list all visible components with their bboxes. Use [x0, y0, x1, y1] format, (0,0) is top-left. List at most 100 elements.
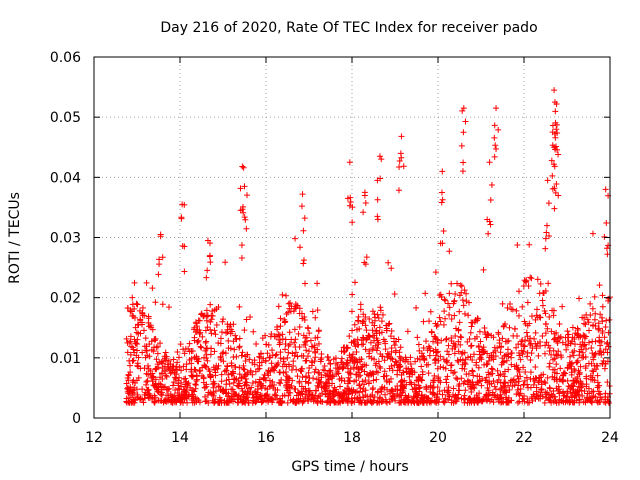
data-point [317, 358, 324, 365]
data-point [332, 355, 339, 362]
data-point [488, 332, 495, 339]
data-point [542, 245, 549, 252]
data-point [543, 320, 550, 327]
data-point [557, 365, 564, 372]
data-point [426, 345, 433, 352]
data-point [546, 360, 553, 367]
data-point [472, 381, 479, 388]
data-point [349, 204, 356, 211]
data-point [459, 349, 466, 356]
data-point [271, 367, 278, 374]
data-point [292, 349, 299, 356]
data-point [359, 318, 366, 325]
data-point [327, 361, 334, 368]
data-point [277, 315, 284, 322]
data-point [269, 352, 276, 359]
data-point [238, 255, 245, 262]
data-point [488, 396, 495, 403]
data-point [360, 318, 367, 325]
data-point [265, 367, 272, 374]
data-point [579, 339, 586, 346]
data-point [153, 365, 160, 372]
data-point [224, 363, 231, 370]
data-point [136, 307, 143, 314]
data-point [430, 379, 437, 386]
data-point [162, 368, 169, 375]
data-point [576, 348, 583, 355]
data-point [596, 337, 603, 344]
data-point [180, 388, 187, 395]
data-point [603, 220, 610, 227]
data-point [421, 356, 428, 363]
data-point [542, 310, 549, 317]
data-point [211, 327, 218, 334]
data-point [585, 396, 592, 403]
data-point [192, 385, 199, 392]
data-point [175, 354, 182, 361]
data-point [213, 305, 220, 312]
data-point [532, 329, 539, 336]
data-point [332, 365, 339, 372]
data-point [529, 345, 536, 352]
data-point [414, 391, 421, 398]
data-point [553, 361, 560, 368]
data-point [211, 399, 218, 406]
data-point [595, 320, 602, 327]
data-point [337, 383, 344, 390]
data-point [392, 347, 399, 354]
data-point [178, 214, 185, 221]
data-point [563, 346, 570, 353]
data-point [236, 344, 243, 351]
data-point [312, 314, 319, 321]
data-point [317, 392, 324, 399]
data-point [562, 370, 569, 377]
data-point [601, 233, 608, 240]
data-point [386, 320, 393, 327]
data-point [414, 334, 421, 341]
data-point [575, 391, 582, 398]
data-point [363, 362, 370, 369]
data-point [459, 297, 466, 304]
data-point [431, 357, 438, 364]
data-point [595, 326, 602, 333]
data-point [544, 222, 551, 229]
data-point [474, 399, 481, 406]
data-point [488, 365, 495, 372]
data-point [127, 333, 134, 340]
data-point [533, 384, 540, 391]
data-point [454, 280, 461, 287]
data-point [549, 172, 556, 179]
data-point [463, 290, 470, 297]
data-point [349, 219, 356, 226]
data-point [346, 333, 353, 340]
data-point [442, 376, 449, 383]
data-point [291, 339, 298, 346]
data-point [277, 355, 284, 362]
data-point [454, 376, 461, 383]
data-point [535, 395, 542, 402]
data-point [242, 358, 249, 365]
data-point [287, 299, 294, 306]
data-point [440, 228, 447, 235]
data-point [273, 351, 280, 358]
data-point [467, 397, 474, 404]
data-point [309, 392, 316, 399]
data-point [482, 331, 489, 338]
x-tick-label: 14 [171, 430, 189, 446]
data-point [253, 341, 260, 348]
data-point [574, 357, 581, 364]
data-point [566, 384, 573, 391]
data-point [203, 274, 210, 281]
data-point [249, 380, 256, 387]
data-point [591, 293, 598, 300]
data-point [448, 399, 455, 406]
data-point [155, 271, 162, 278]
data-point [435, 374, 442, 381]
data-point [300, 332, 307, 339]
data-point [515, 382, 522, 389]
data-point [460, 129, 467, 136]
data-point [222, 350, 229, 357]
data-point [468, 385, 475, 392]
data-point [360, 209, 367, 216]
data-point [515, 288, 522, 295]
